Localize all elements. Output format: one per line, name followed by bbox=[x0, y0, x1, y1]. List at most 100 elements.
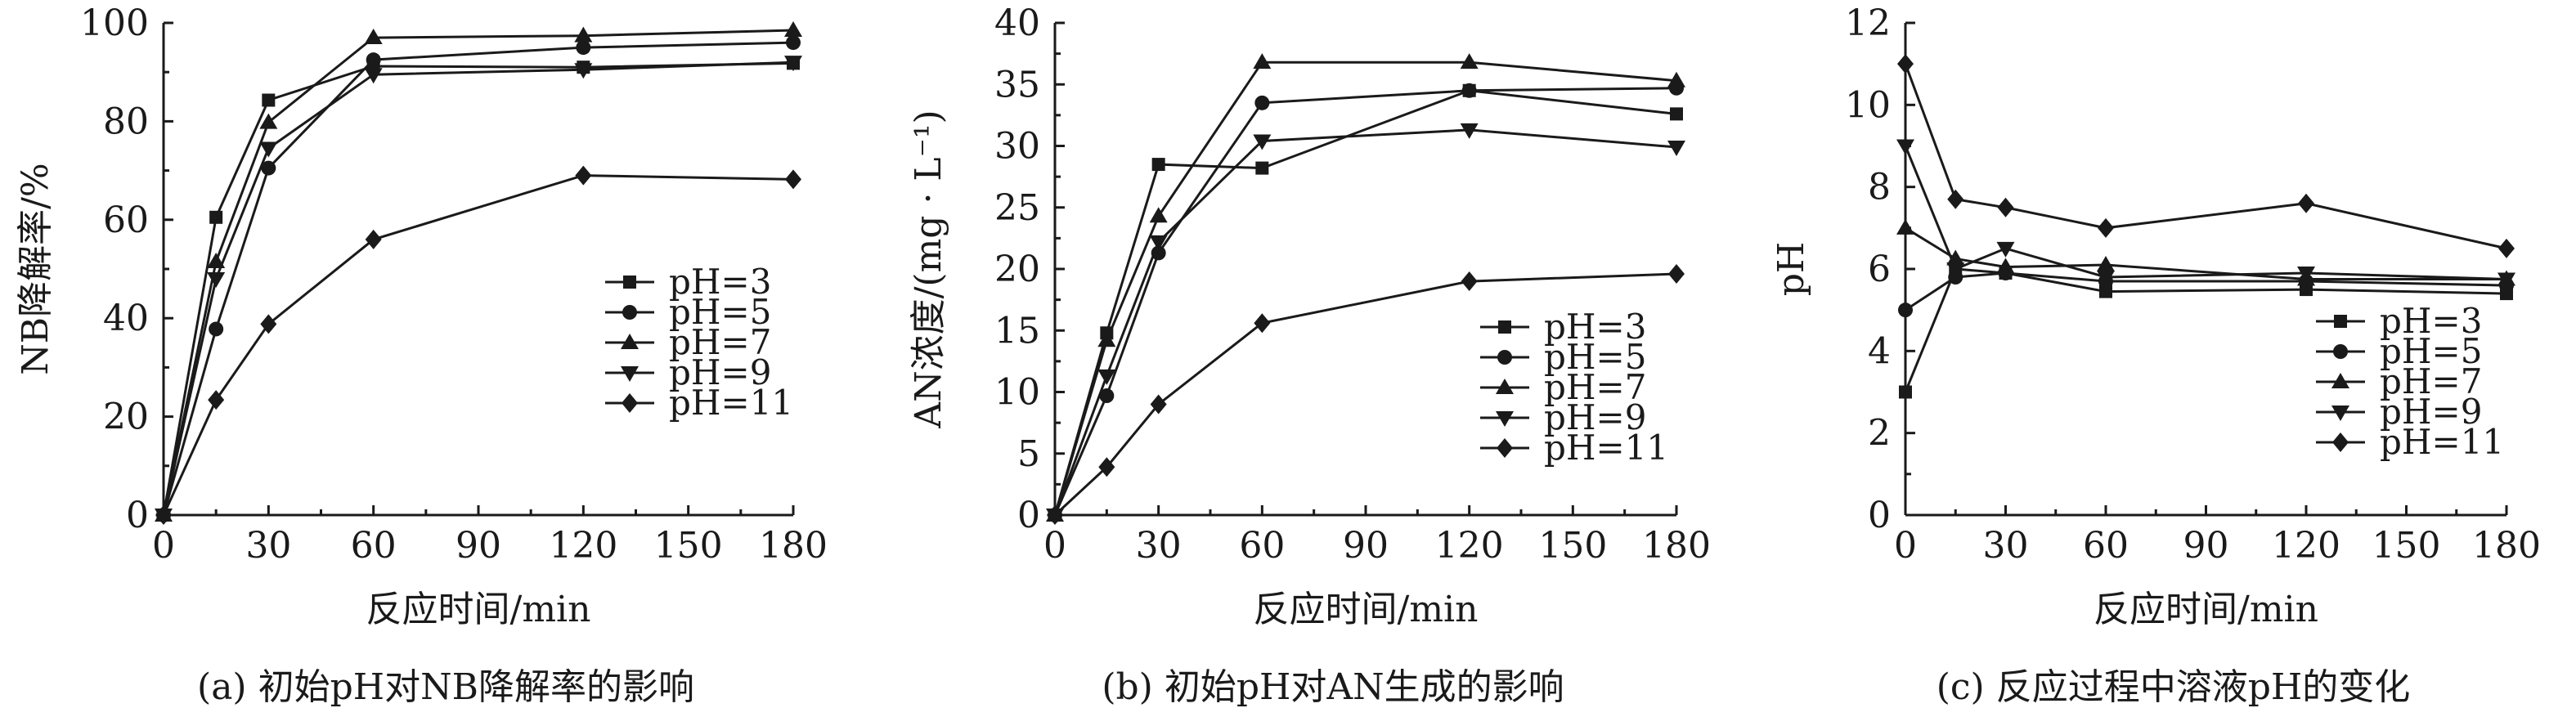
y-tick-label: 0 bbox=[126, 495, 149, 536]
y-tick-label: 40 bbox=[994, 2, 1040, 44]
data-point bbox=[1150, 394, 1167, 415]
series-line bbox=[162, 29, 794, 516]
legend-marker bbox=[1498, 320, 1511, 334]
y-tick-label: 15 bbox=[994, 310, 1040, 352]
data-point bbox=[1149, 235, 1168, 251]
data-point bbox=[1996, 258, 2015, 274]
y-tick-label: 35 bbox=[994, 64, 1040, 105]
legend-label: pH=7 bbox=[669, 322, 771, 362]
data-point bbox=[2098, 217, 2114, 238]
legend-label: pH=3 bbox=[669, 262, 771, 302]
x-tick-label: 90 bbox=[1343, 525, 1389, 567]
y-tick-label: 60 bbox=[103, 199, 149, 241]
x-tick-label: 180 bbox=[1642, 525, 1711, 567]
series-pH=11 bbox=[1897, 54, 2515, 258]
x-tick-label: 120 bbox=[2272, 525, 2340, 567]
x-tick-label: 60 bbox=[1239, 525, 1285, 567]
legend-item-pH=3: pH=3 bbox=[1480, 307, 1646, 347]
legend-item-pH=9: pH=9 bbox=[1480, 397, 1646, 437]
data-point bbox=[1896, 218, 1914, 235]
x-tick-label: 0 bbox=[1043, 525, 1066, 567]
legend-item-pH=11: pH=11 bbox=[1480, 428, 1668, 468]
series-line bbox=[1053, 89, 1677, 516]
legend-item-pH=11: pH=11 bbox=[605, 383, 793, 423]
data-point bbox=[1097, 369, 1116, 385]
x-tick-label: 0 bbox=[1894, 525, 1917, 567]
data-point bbox=[1947, 189, 1964, 209]
data-point bbox=[576, 40, 591, 56]
legend-marker bbox=[623, 276, 636, 289]
data-point bbox=[259, 141, 278, 158]
x-tick-label: 90 bbox=[2183, 525, 2229, 567]
data-point bbox=[1946, 249, 1965, 266]
y-axis-title: pH bbox=[1770, 242, 1812, 297]
data-point bbox=[1253, 134, 1272, 150]
data-point bbox=[1896, 139, 1914, 155]
data-point bbox=[366, 52, 381, 68]
y-tick-label: 40 bbox=[103, 298, 149, 339]
data-point bbox=[209, 321, 224, 337]
x-tick-label: 120 bbox=[1435, 525, 1504, 567]
data-point bbox=[261, 160, 276, 176]
data-point bbox=[1946, 262, 1965, 278]
legend-item-pH=3: pH=3 bbox=[605, 262, 771, 302]
legend-label: pH=11 bbox=[1544, 428, 1668, 468]
series-line bbox=[1053, 87, 1677, 516]
legend-label: pH=11 bbox=[669, 383, 793, 423]
data-point bbox=[1997, 197, 2014, 217]
y-tick-label: 10 bbox=[1845, 84, 1891, 126]
y-tick-label: 6 bbox=[1868, 249, 1891, 290]
data-point bbox=[574, 26, 593, 43]
data-point bbox=[1099, 388, 1115, 404]
x-axis-title: 反应时间/min bbox=[366, 589, 591, 630]
x-tick-label: 150 bbox=[2372, 525, 2441, 567]
data-point bbox=[574, 63, 593, 79]
series-line bbox=[1053, 272, 1677, 517]
data-point bbox=[1149, 207, 1168, 223]
data-point bbox=[2498, 238, 2515, 258]
data-point bbox=[1668, 264, 1685, 285]
series-line bbox=[1904, 267, 2507, 393]
data-point bbox=[1899, 385, 1912, 399]
data-point bbox=[207, 252, 226, 268]
y-tick-label: 100 bbox=[80, 2, 149, 44]
data-point bbox=[575, 165, 592, 186]
data-point bbox=[1255, 161, 1269, 175]
legend-item-pH=11: pH=11 bbox=[2316, 422, 2504, 462]
data-point bbox=[1670, 107, 1683, 121]
x-axis-title: 反应时间/min bbox=[2094, 589, 2318, 630]
x-tick-label: 180 bbox=[2472, 525, 2541, 567]
series-line bbox=[1053, 128, 1677, 516]
data-point bbox=[365, 229, 382, 249]
legend-marker bbox=[622, 305, 637, 320]
data-point bbox=[1253, 53, 1272, 69]
legend-marker bbox=[2331, 406, 2349, 421]
x-axis-title: 反应时间/min bbox=[1254, 589, 1479, 630]
series-line bbox=[1905, 226, 2506, 280]
legend-marker bbox=[621, 334, 639, 349]
legend-label: pH=7 bbox=[2380, 361, 2482, 401]
x-tick-label: 30 bbox=[1136, 525, 1182, 567]
series-line bbox=[162, 60, 794, 516]
x-tick-label: 60 bbox=[2083, 525, 2129, 567]
series-line bbox=[1053, 60, 1677, 516]
legend-label: pH=3 bbox=[1544, 307, 1646, 347]
legend-label: pH=9 bbox=[1544, 397, 1646, 437]
data-point bbox=[207, 272, 226, 289]
data-point bbox=[1254, 95, 1270, 110]
y-tick-label: 20 bbox=[994, 249, 1040, 290]
y-tick-label: 5 bbox=[1017, 433, 1040, 475]
y-tick-label: 8 bbox=[1868, 167, 1891, 208]
panel-caption: (c) 反应过程中溶液pH的变化 bbox=[1936, 666, 2411, 708]
data-point bbox=[208, 390, 225, 410]
legend-item-pH=7: pH=7 bbox=[605, 322, 771, 362]
series-pH=9 bbox=[1896, 139, 2515, 289]
chart-panel-b: 0 5 10 15 20 25 30 35 40 0 30 60 90 120 150 180 反应时间/min… bbox=[908, 2, 1711, 708]
data-point bbox=[2097, 255, 2115, 271]
data-point bbox=[2099, 285, 2112, 298]
legend-item-pH=5: pH=5 bbox=[1480, 337, 1646, 377]
y-tick-label: 80 bbox=[103, 101, 149, 142]
data-point bbox=[364, 68, 383, 84]
